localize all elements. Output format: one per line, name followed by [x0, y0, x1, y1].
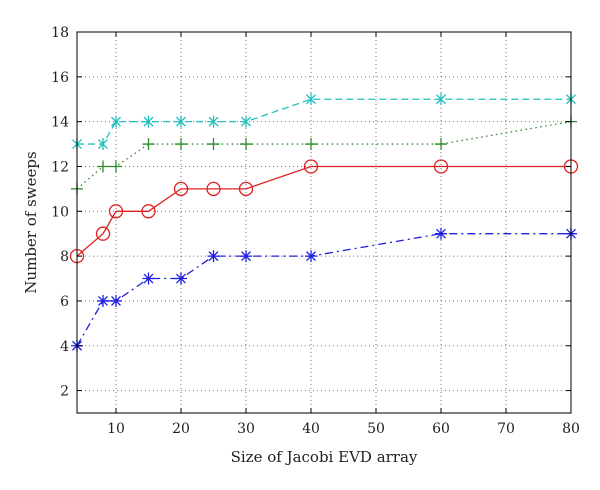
plot-frame	[76, 31, 572, 414]
data-point-star	[111, 115, 121, 128]
y-tick-label: 6	[60, 294, 69, 310]
data-point-plus	[240, 138, 252, 151]
data-point-star	[436, 93, 446, 106]
x-axis-title: Size of Jacobi EVD array	[231, 448, 418, 466]
series-line	[77, 98, 571, 145]
data-point-circle	[173, 181, 189, 197]
data-point-asterisk	[207, 250, 220, 263]
y-tick-label: 12	[51, 159, 69, 175]
data-point-asterisk	[435, 227, 447, 240]
data-point-circle	[303, 159, 319, 174]
data-point-asterisk	[142, 272, 155, 285]
x-tick-label: 70	[497, 421, 515, 437]
axis-ticks: 10 20 30 40 50 60 70 80 2 4 6 8 10 12 14 16 18	[51, 25, 580, 437]
data-point-star	[208, 115, 219, 128]
data-point-star	[98, 138, 108, 151]
y-tick-label: 8	[60, 249, 69, 265]
data-point-asterisk	[175, 272, 187, 285]
series-line	[76, 165, 571, 257]
y-tick-label: 2	[60, 384, 69, 400]
x-tick-label: 10	[107, 421, 125, 437]
series-4	[71, 227, 577, 352]
y-tick-label: 14	[51, 115, 69, 131]
series-line	[76, 233, 571, 347]
x-tick-label: 40	[302, 421, 320, 437]
data-point-asterisk	[110, 294, 122, 307]
data-point-plus	[175, 138, 187, 151]
y-tick-label: 18	[51, 25, 69, 41]
data-point-star	[143, 115, 154, 128]
x-tick-label: 20	[172, 421, 190, 437]
data-point-plus	[435, 138, 447, 151]
data-point-plus	[97, 160, 109, 173]
data-point-asterisk	[97, 294, 109, 307]
data-point-circle	[206, 181, 221, 197]
data-point-circle	[238, 181, 254, 197]
data-point-circle	[95, 226, 111, 241]
data-point-star	[306, 93, 316, 106]
series-line	[76, 121, 572, 190]
data-point-star	[176, 115, 186, 128]
grid	[77, 32, 571, 413]
data-point-plus	[110, 160, 122, 173]
data-point-plus	[142, 138, 155, 151]
x-tick-label: 50	[367, 421, 385, 437]
series-group	[69, 93, 579, 352]
series-3	[69, 159, 579, 264]
series-2	[71, 115, 577, 195]
x-tick-label: 80	[562, 421, 580, 437]
data-point-plus	[207, 138, 220, 151]
y-axis-title: Number of sweeps	[22, 151, 40, 293]
data-point-asterisk	[305, 250, 317, 263]
x-tick-label: 60	[432, 421, 450, 437]
x-tick-label: 30	[237, 421, 255, 437]
y-tick-label: 10	[51, 204, 69, 220]
data-point-plus	[305, 138, 317, 151]
y-tick-label: 16	[51, 70, 69, 86]
series-1	[72, 93, 576, 151]
data-point-asterisk	[240, 250, 252, 263]
data-point-circle	[433, 159, 449, 174]
y-tick-label: 4	[60, 339, 69, 355]
data-point-circle	[108, 204, 124, 219]
data-point-star	[241, 115, 251, 128]
data-point-circle	[141, 204, 156, 219]
